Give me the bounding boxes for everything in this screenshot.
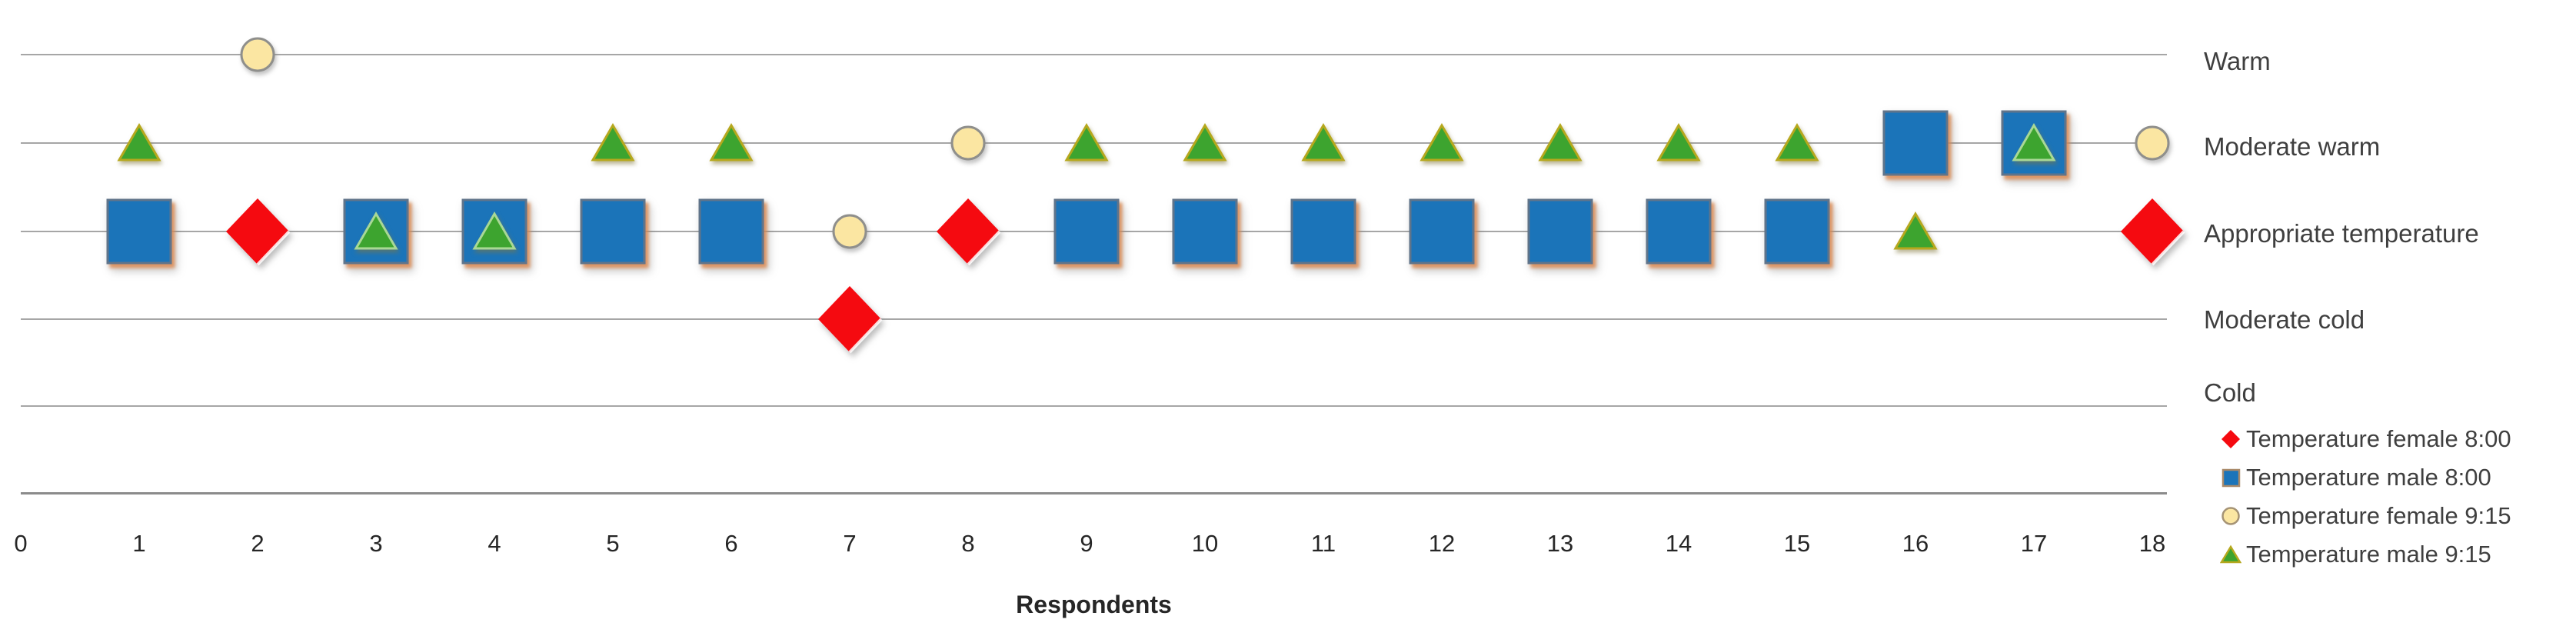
gridline-warm: [21, 54, 2167, 55]
legend-label: Temperature female 9:15: [2246, 502, 2511, 529]
legend-item-female-800: Temperature female 8:00: [2218, 420, 2571, 458]
data-point-square-respondent-9: [1052, 197, 1121, 266]
legend-item-female-915: Temperature female 9:15: [2218, 497, 2571, 535]
x-tick-label-0: 0: [14, 530, 28, 557]
data-point-triangle-respondent-13: [1537, 122, 1583, 164]
x-tick-label-12: 12: [1428, 530, 1456, 557]
data-point-triangle-respondent-14: [1656, 122, 1702, 164]
data-point-triangle-respondent-3: [353, 211, 399, 252]
legend-label: Temperature male 9:15: [2246, 541, 2491, 568]
x-axis-line: [21, 492, 2167, 494]
data-point-diamond-respondent-2: [224, 196, 291, 267]
data-point-circle-respondent-8: [949, 124, 987, 162]
data-point-square-respondent-16: [1881, 108, 1950, 178]
x-tick-label-7: 7: [843, 530, 857, 557]
category-label-warm: Warm: [2204, 47, 2271, 75]
data-point-triangle-respondent-16: [1892, 211, 1939, 252]
data-point-square-respondent-6: [697, 197, 766, 266]
data-point-triangle-respondent-5: [590, 122, 636, 164]
x-tick-label-18: 18: [2138, 530, 2166, 557]
data-point-square-respondent-12: [1407, 197, 1476, 266]
data-point-triangle-respondent-17: [2011, 122, 2057, 164]
data-point-triangle-respondent-6: [708, 122, 754, 164]
x-tick-label-15: 15: [1783, 530, 1811, 557]
legend: Temperature female 8:00 Temperature male…: [2218, 420, 2571, 574]
category-label-moderate-cold: Moderate cold: [2204, 305, 2365, 334]
data-point-square-respondent-15: [1762, 197, 1832, 266]
x-tick-label-9: 9: [1080, 530, 1093, 557]
data-point-square-respondent-11: [1289, 197, 1358, 266]
x-tick-label-6: 6: [724, 530, 738, 557]
green-triangle-icon: [2218, 544, 2244, 564]
blue-square-icon: [2218, 468, 2244, 488]
data-point-square-respondent-13: [1526, 197, 1595, 266]
x-tick-label-10: 10: [1191, 530, 1219, 557]
gridline-moderate-cold: [21, 318, 2167, 320]
x-tick-label-2: 2: [251, 530, 265, 557]
x-tick-label-13: 13: [1546, 530, 1574, 557]
x-axis-title: Respondents: [1016, 591, 1172, 618]
data-point-triangle-respondent-11: [1300, 122, 1346, 164]
x-tick-label-14: 14: [1665, 530, 1692, 557]
legend-item-male-915: Temperature male 9:15: [2218, 535, 2571, 574]
cream-circle-icon: [2218, 506, 2244, 526]
legend-item-male-800: Temperature male 8:00: [2218, 458, 2571, 497]
data-point-square-respondent-4: [460, 197, 529, 266]
data-point-diamond-respondent-7: [816, 284, 884, 355]
data-point-triangle-respondent-12: [1419, 122, 1465, 164]
x-tick-label-3: 3: [369, 530, 383, 557]
data-point-circle-respondent-2: [238, 35, 277, 74]
gridline-cold: [21, 405, 2167, 407]
data-point-square-respondent-14: [1644, 197, 1713, 266]
data-point-triangle-respondent-10: [1182, 122, 1228, 164]
x-tick-label-4: 4: [488, 530, 501, 557]
category-label-cold: Cold: [2204, 378, 2256, 407]
data-point-triangle-respondent-15: [1774, 122, 1820, 164]
legend-label: Temperature female 8:00: [2246, 425, 2511, 452]
x-tick-label-16: 16: [1902, 530, 1929, 557]
red-diamond-icon: [2218, 428, 2244, 450]
data-point-square-respondent-10: [1170, 197, 1240, 266]
data-point-circle-respondent-18: [2133, 124, 2172, 162]
x-tick-label-5: 5: [606, 530, 620, 557]
data-point-diamond-respondent-18: [2118, 196, 2186, 267]
legend-label: Temperature male 8:00: [2246, 464, 2491, 491]
x-tick-label-8: 8: [961, 530, 975, 557]
data-point-square-respondent-5: [578, 197, 647, 266]
data-point-square-respondent-1: [105, 197, 174, 266]
x-tick-label-11: 11: [1310, 530, 1336, 557]
data-point-triangle-respondent-1: [116, 122, 162, 164]
x-tick-label-1: 1: [132, 530, 146, 557]
data-point-circle-respondent-7: [830, 212, 869, 251]
data-point-diamond-respondent-8: [934, 196, 1002, 267]
category-label-moderate-warm: Moderate warm: [2204, 132, 2381, 161]
category-label-appropriate-temperature: Appropriate temperature: [2204, 219, 2479, 248]
data-point-triangle-respondent-9: [1063, 122, 1110, 164]
x-tick-label-17: 17: [2020, 530, 2048, 557]
data-point-triangle-respondent-4: [471, 211, 518, 252]
